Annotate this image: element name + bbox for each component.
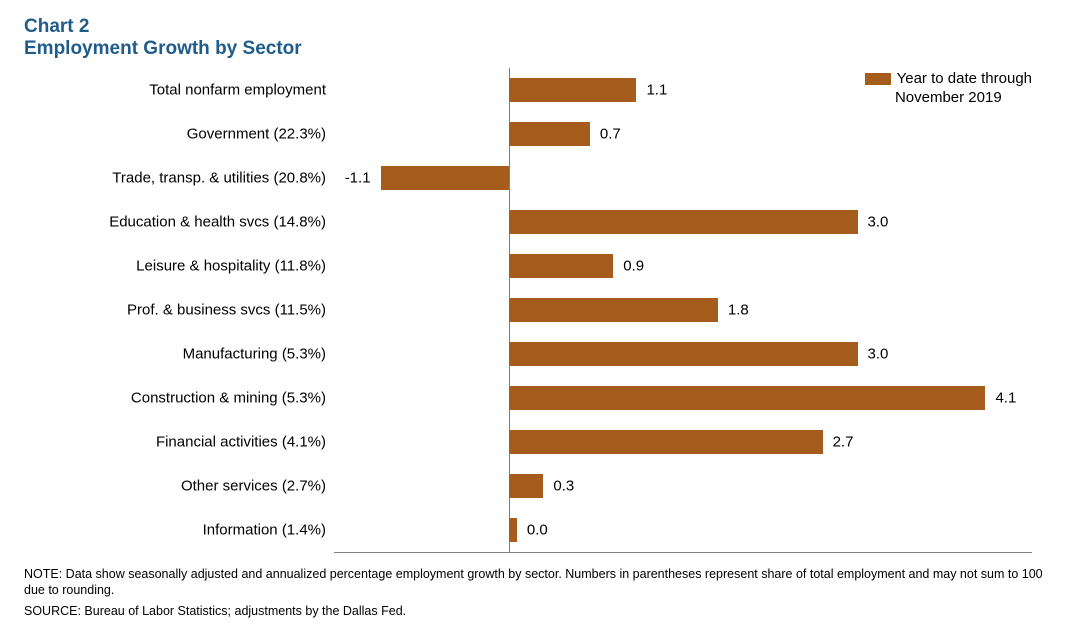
category-label: Information (1.4%) — [24, 522, 334, 539]
bar — [509, 298, 718, 322]
plot-cell: 4.1 — [334, 376, 1032, 420]
value-label: 0.3 — [553, 478, 574, 495]
x-axis-baseline — [334, 552, 1032, 553]
value-label: -1.1 — [345, 170, 371, 187]
value-label: 4.1 — [995, 390, 1016, 407]
plot-cell: 3.0 — [334, 332, 1032, 376]
plot-cell: 0.9 — [334, 244, 1032, 288]
value-label: 3.0 — [868, 346, 889, 363]
chart-row: Government (22.3%) 0.7 — [24, 112, 1052, 156]
category-label: Manufacturing (5.3%) — [24, 346, 334, 363]
zero-line — [509, 156, 510, 200]
value-label: 0.0 — [527, 522, 548, 539]
chart-row: Information (1.4%) 0.0 — [24, 508, 1052, 552]
category-label: Construction & mining (5.3%) — [24, 390, 334, 407]
note-text: NOTE: Data show seasonally adjusted and … — [24, 566, 1052, 599]
plot-cell: 2.7 — [334, 420, 1032, 464]
chart-number: Chart 2 — [24, 16, 1052, 38]
category-label: Government (22.3%) — [24, 126, 334, 143]
chart-title: Employment Growth by Sector — [24, 38, 1052, 60]
plot-cell: 0.3 — [334, 464, 1032, 508]
bar — [509, 254, 614, 278]
chart-row: Other services (2.7%) 0.3 — [24, 464, 1052, 508]
bar — [509, 342, 858, 366]
plot-cell: -1.1 — [334, 156, 1032, 200]
chart-row: Leisure & hospitality (11.8%) 0.9 — [24, 244, 1052, 288]
chart-row: Education & health svcs (14.8%) 3.0 — [24, 200, 1052, 244]
chart-area: Year to date through November 2019 Total… — [24, 68, 1052, 560]
source-text: SOURCE: Bureau of Labor Statistics; adju… — [24, 603, 1052, 619]
chart-notes: NOTE: Data show seasonally adjusted and … — [24, 566, 1052, 619]
category-label: Education & health svcs (14.8%) — [24, 214, 334, 231]
value-label: 1.1 — [646, 82, 667, 99]
chart-rows: Total nonfarm employment 1.1 Government (2… — [24, 68, 1052, 552]
value-label: 1.8 — [728, 302, 749, 319]
chart-row: Manufacturing (5.3%) 3.0 — [24, 332, 1052, 376]
category-label: Prof. & business svcs (11.5%) — [24, 302, 334, 319]
bar — [509, 474, 544, 498]
bar — [381, 166, 509, 190]
plot-cell: 0.7 — [334, 112, 1032, 156]
category-label: Leisure & hospitality (11.8%) — [24, 258, 334, 275]
category-label: Other services (2.7%) — [24, 478, 334, 495]
plot-cell: 1.8 — [334, 288, 1032, 332]
value-label: 0.9 — [623, 258, 644, 275]
category-label: Financial activities (4.1%) — [24, 434, 334, 451]
chart-row: Trade, transp. & utilities (20.8%) -1.1 — [24, 156, 1052, 200]
chart-row: Financial activities (4.1%) 2.7 — [24, 420, 1052, 464]
chart-row: Construction & mining (5.3%) 4.1 — [24, 376, 1052, 420]
plot-cell: 3.0 — [334, 200, 1032, 244]
bar — [509, 78, 637, 102]
bar — [509, 430, 823, 454]
value-label: 0.7 — [600, 126, 621, 143]
bar — [509, 210, 858, 234]
bar — [509, 518, 517, 542]
chart-row: Prof. & business svcs (11.5%) 1.8 — [24, 288, 1052, 332]
category-label: Total nonfarm employment — [24, 82, 334, 99]
plot-cell: 0.0 — [334, 508, 1032, 552]
value-label: 2.7 — [833, 434, 854, 451]
value-label: 3.0 — [868, 214, 889, 231]
category-label: Trade, transp. & utilities (20.8%) — [24, 170, 334, 187]
chart-header: Chart 2 Employment Growth by Sector — [24, 16, 1052, 60]
plot-cell: 1.1 — [334, 68, 1032, 112]
chart-row: Total nonfarm employment 1.1 — [24, 68, 1052, 112]
bar — [509, 122, 590, 146]
bar — [509, 386, 986, 410]
